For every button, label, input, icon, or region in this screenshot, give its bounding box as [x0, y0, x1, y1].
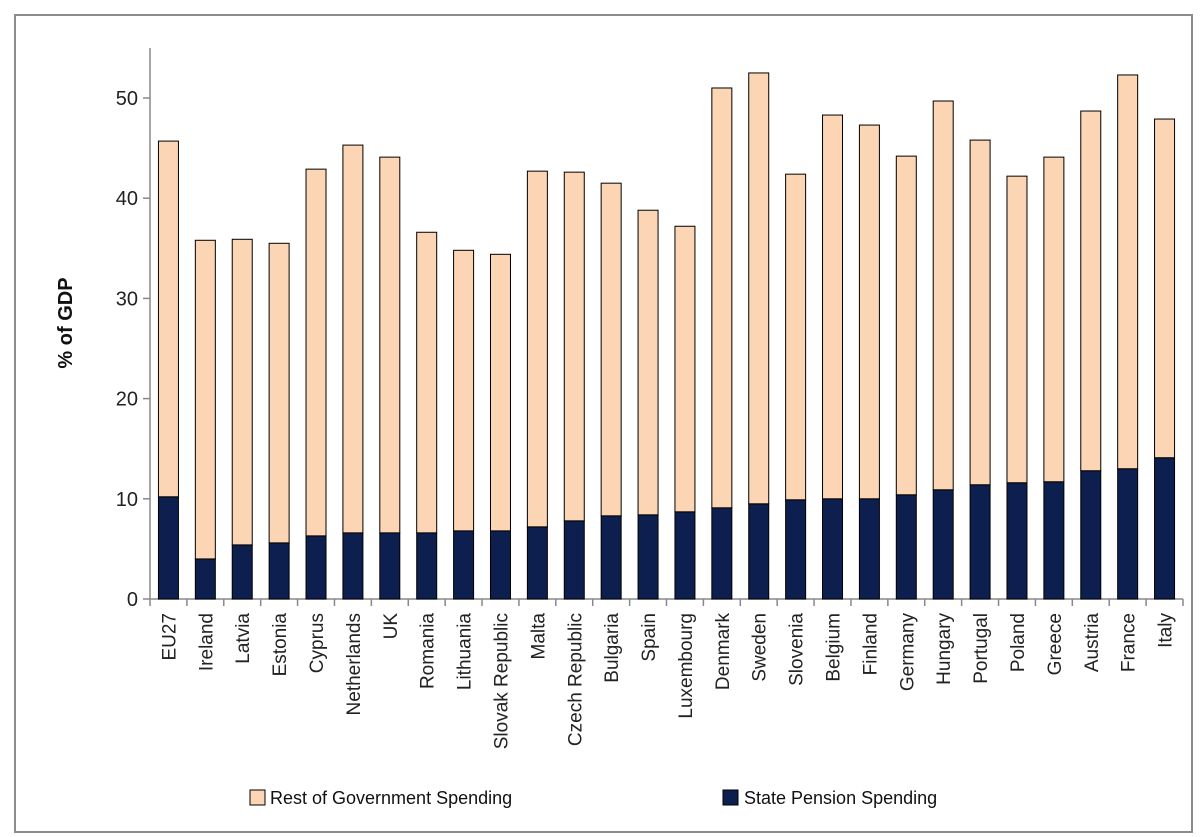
x-tick-label-ireland: Ireland	[196, 613, 217, 671]
bar-rest-of-government-spending-cyprus	[305, 168, 327, 537]
bar-rest-of-government-spending-germany	[895, 155, 917, 496]
bar-state-pension-spending-bulgaria	[600, 515, 622, 600]
bar-rest-of-government-spending-latvia	[231, 238, 253, 546]
x-tick-label-latvia: Latvia	[233, 613, 254, 664]
bar-state-pension-spending-germany	[895, 494, 917, 600]
bar-state-pension-spending-spain	[637, 514, 659, 600]
x-tick-labels: EU27 Ireland Latvia Estonia Cyprus Netherland…	[159, 613, 1176, 750]
x-tick-label-cyprus: Cyprus	[307, 613, 328, 673]
x-tick-label-italy: Italy	[1156, 613, 1177, 648]
x-tick-label-uk: UK	[381, 613, 402, 640]
bar-state-pension-spending-ireland	[194, 558, 216, 600]
bar-state-pension-spending-poland	[1006, 482, 1028, 600]
x-tick-label-austria: Austria	[1082, 613, 1103, 673]
x-tick-label-finland: Finland	[860, 613, 881, 675]
bar-state-pension-spending-france	[1117, 468, 1139, 600]
bar-state-pension-spending-cyprus	[305, 535, 327, 600]
x-tick-label-portugal: Portugal	[971, 613, 992, 684]
bar-state-pension-spending-eu27	[157, 496, 179, 600]
bar-rest-of-government-spending-eu27	[157, 140, 179, 498]
bar-state-pension-spending-hungary	[932, 489, 954, 600]
bar-state-pension-spending-slovenia	[785, 499, 807, 600]
bar-rest-of-government-spending-netherlands	[342, 144, 364, 534]
y-tick-label: 20	[116, 389, 138, 411]
x-tick-label-hungary: Hungary	[934, 613, 955, 685]
x-tick-label-bulgaria: Bulgaria	[602, 613, 623, 683]
bar-rest-of-government-spending-spain	[637, 209, 659, 516]
y-tick-label: 0	[127, 589, 138, 611]
legend: Rest of Government Spending State Pensio…	[249, 788, 937, 808]
bar-rest-of-government-spending-hungary	[932, 100, 954, 491]
x-tick-label-germany: Germany	[897, 613, 918, 692]
bar-rest-of-government-spending-czech-republic	[563, 171, 585, 522]
bar-state-pension-spending-romania	[416, 532, 438, 600]
bar-state-pension-spending-lithuania	[453, 530, 475, 600]
y-tick-label: 50	[116, 88, 138, 110]
bar-rest-of-government-spending-austria	[1080, 110, 1102, 472]
y-tick-label: 40	[116, 188, 138, 210]
bar-state-pension-spending-denmark	[711, 507, 733, 600]
x-tick-label-france: France	[1119, 613, 1140, 672]
bar-state-pension-spending-netherlands	[342, 532, 364, 600]
y-tick-label: 10	[116, 489, 138, 511]
bar-rest-of-government-spending-luxembourg	[674, 225, 696, 513]
y-axis-label: % of GDP	[55, 277, 77, 368]
bar-rest-of-government-spending-greece	[1043, 156, 1065, 483]
x-tick-label-slovak-republic: Slovak Republic	[491, 613, 512, 749]
bar-state-pension-spending-finland	[858, 498, 880, 600]
legend-swatch-rest-of-government-spending	[249, 789, 266, 806]
bar-state-pension-spending-greece	[1043, 481, 1065, 600]
legend-label-state-pension-spending: State Pension Spending	[744, 788, 937, 808]
bar-rest-of-government-spending-slovenia	[785, 173, 807, 501]
bar-rest-of-government-spending-bulgaria	[600, 182, 622, 517]
x-tick-label-sweden: Sweden	[750, 613, 771, 682]
x-tick-label-lithuania: Lithuania	[455, 613, 476, 691]
x-tick-label-czech-republic: Czech Republic	[565, 613, 586, 746]
bar-rest-of-government-spending-sweden	[748, 72, 770, 505]
bar-rest-of-government-spending-denmark	[711, 87, 733, 509]
y-tick-label: 30	[116, 288, 138, 310]
bar-rest-of-government-spending-uk	[379, 156, 401, 534]
x-tick-label-eu27: EU27	[159, 613, 180, 661]
x-tick-label-estonia: Estonia	[270, 613, 291, 677]
x-tick-label-malta: Malta	[528, 613, 549, 660]
x-tick-label-belgium: Belgium	[824, 613, 845, 682]
bar-state-pension-spending-malta	[526, 526, 548, 600]
bar-rest-of-government-spending-slovak-republic	[489, 253, 511, 532]
bar-state-pension-spending-austria	[1080, 470, 1102, 600]
x-tick-label-spain: Spain	[639, 613, 660, 662]
x-tick-label-romania: Romania	[418, 613, 439, 689]
legend-swatch-state-pension-spending	[722, 789, 739, 806]
bar-state-pension-spending-estonia	[268, 542, 290, 600]
bar-state-pension-spending-latvia	[231, 544, 253, 600]
bar-rest-of-government-spending-poland	[1006, 175, 1028, 484]
bar-rest-of-government-spending-romania	[416, 231, 438, 534]
bar-state-pension-spending-luxembourg	[674, 511, 696, 600]
bar-rest-of-government-spending-belgium	[822, 114, 844, 500]
legend-label-rest-of-government-spending: Rest of Government Spending	[270, 788, 512, 808]
bar-state-pension-spending-italy	[1154, 457, 1176, 600]
bar-rest-of-government-spending-ireland	[194, 239, 216, 560]
bars	[157, 72, 1176, 600]
bar-rest-of-government-spending-lithuania	[453, 249, 475, 532]
bar-rest-of-government-spending-finland	[858, 124, 880, 500]
x-tick-label-netherlands: Netherlands	[344, 613, 365, 715]
bar-state-pension-spending-slovak-republic	[489, 530, 511, 600]
x-tick-label-slovenia: Slovenia	[787, 613, 808, 686]
x-tick-label-greece: Greece	[1045, 613, 1066, 675]
x-tick-label-luxembourg: Luxembourg	[676, 613, 697, 719]
bar-state-pension-spending-sweden	[748, 503, 770, 600]
bar-rest-of-government-spending-italy	[1154, 118, 1176, 459]
bar-state-pension-spending-belgium	[822, 498, 844, 600]
bar-state-pension-spending-portugal	[969, 484, 991, 600]
bar-rest-of-government-spending-portugal	[969, 139, 991, 486]
bar-rest-of-government-spending-estonia	[268, 242, 290, 544]
x-tick-label-poland: Poland	[1008, 613, 1029, 672]
bar-rest-of-government-spending-malta	[526, 170, 548, 528]
bar-state-pension-spending-czech-republic	[563, 520, 585, 600]
x-tick-label-denmark: Denmark	[713, 613, 734, 691]
bar-state-pension-spending-uk	[379, 532, 401, 600]
bar-rest-of-government-spending-france	[1117, 74, 1139, 470]
